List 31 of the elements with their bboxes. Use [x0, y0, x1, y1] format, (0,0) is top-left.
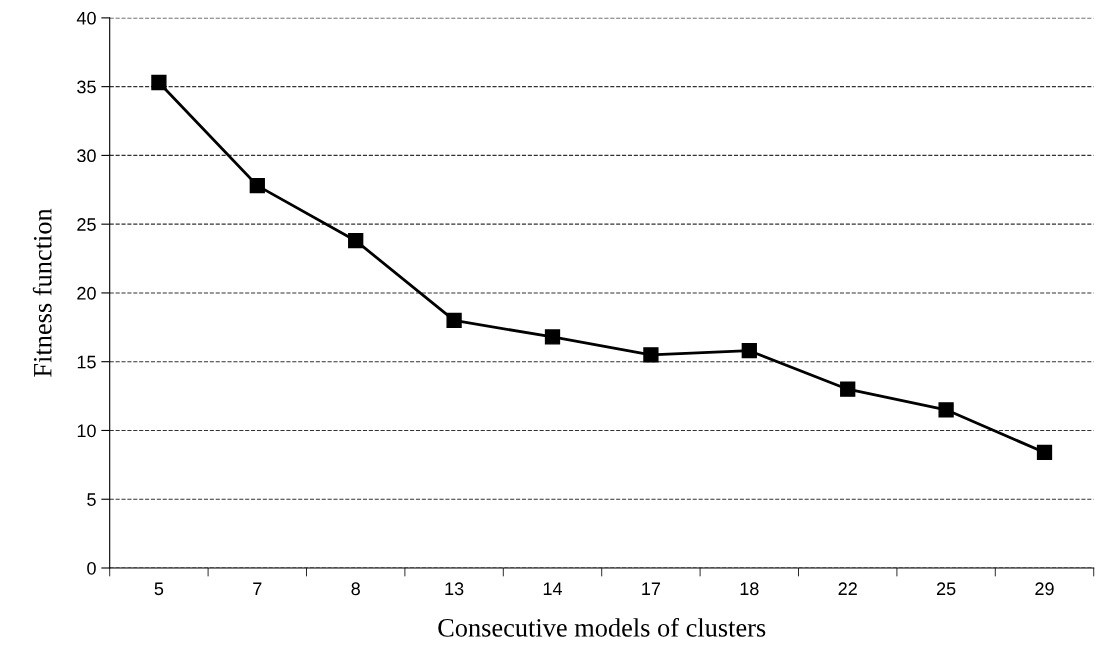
x-tick-label: 22 [838, 582, 857, 595]
x-tick-label: 7 [253, 582, 262, 595]
point [249, 178, 265, 194]
x-tick-label: 25 [936, 582, 956, 596]
point [938, 402, 954, 418]
x-axis-title: Consecutive models of clusters [438, 617, 766, 637]
x-tick-label: 17 [642, 582, 661, 595]
point [544, 329, 561, 345]
y-tick-label: 25 [77, 218, 96, 231]
y-tick-label: 40 [76, 11, 96, 25]
y-tick-label: 20 [77, 286, 96, 300]
point [446, 312, 462, 329]
point [348, 233, 364, 249]
x-tick-label: 13 [445, 582, 464, 596]
x-tick-label: 5 [154, 582, 164, 596]
x-tick-label: 18 [740, 582, 759, 596]
point [643, 347, 659, 363]
x-tick-label: 29 [1035, 582, 1054, 596]
y-axis-title: Fitness function [32, 208, 52, 377]
y-tick-label: 35 [77, 80, 96, 94]
y-tick-label: 15 [77, 355, 96, 369]
y-tick-label: 10 [77, 424, 96, 438]
point [741, 343, 757, 359]
point [151, 74, 167, 91]
x-tick-label: 8 [351, 582, 360, 596]
point [840, 381, 856, 397]
y-tick-label: 30 [77, 149, 96, 163]
y-tick-label: 0 [87, 561, 96, 575]
point [1036, 444, 1053, 461]
y-tick-label: 5 [87, 493, 96, 506]
x-tick-label: 14 [543, 582, 563, 595]
